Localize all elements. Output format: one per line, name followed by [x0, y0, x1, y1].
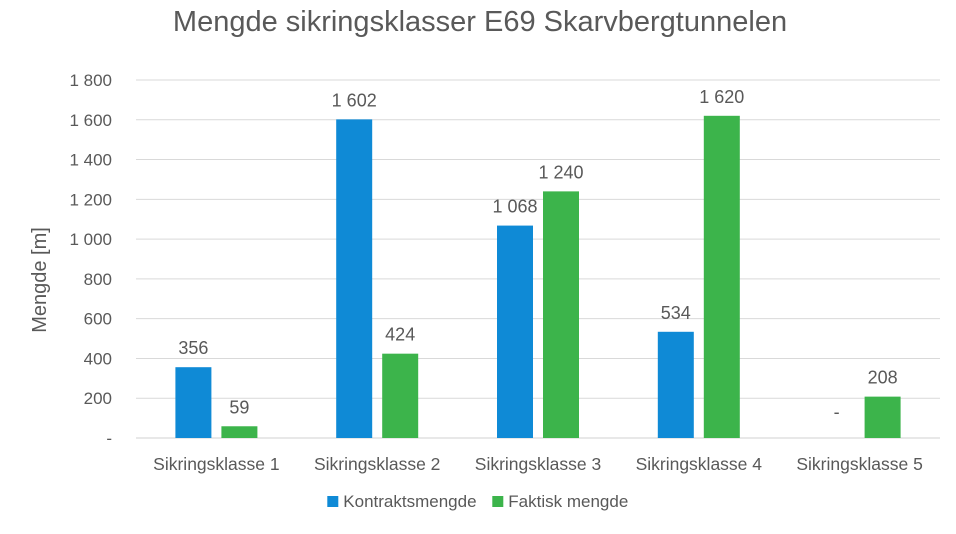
legend-label: Faktisk mengde — [508, 492, 628, 511]
bar-faktisk-mengde — [543, 191, 579, 438]
y-tick-label: 600 — [84, 310, 112, 329]
legend-swatch — [492, 496, 504, 507]
x-tick-label: Sikringsklasse 3 — [475, 454, 601, 474]
data-label: 1 602 — [332, 90, 377, 110]
data-label: 1 068 — [492, 197, 537, 217]
bars — [175, 115, 901, 439]
data-label: - — [834, 402, 840, 422]
y-tick-label: - — [106, 429, 112, 448]
data-label: 1 620 — [699, 87, 744, 107]
data-label: 1 240 — [538, 162, 583, 182]
y-tick-label: 200 — [84, 389, 112, 408]
data-label: 424 — [385, 325, 415, 345]
data-label: 59 — [229, 397, 249, 417]
data-label: 534 — [661, 303, 691, 323]
y-tick-label: 1 400 — [69, 151, 112, 170]
x-tick-label: Sikringsklasse 4 — [636, 454, 763, 474]
x-axis-ticks: Sikringsklasse 1 Sikringsklasse 2 Sikrings… — [153, 454, 923, 474]
data-label: 208 — [868, 368, 898, 388]
legend-swatch — [327, 496, 339, 507]
bar-faktisk-mengde — [864, 396, 901, 438]
y-tick-label: 1 800 — [69, 71, 112, 90]
gridlines — [136, 79, 940, 439]
bar-kontraktsmengde — [657, 331, 694, 438]
bar-faktisk-mengde — [221, 426, 258, 438]
y-tick-label: 400 — [84, 349, 112, 368]
legend-label: Kontraktsmengde — [343, 492, 476, 511]
y-tick-label: 1 200 — [69, 190, 112, 209]
y-tick-label: 1 600 — [69, 111, 112, 130]
bar-faktisk-mengde — [382, 353, 419, 438]
x-tick-label: Sikringsklasse 5 — [796, 454, 922, 474]
chart-title: Mengde sikringsklasser E69 Skarvbergtunn… — [173, 6, 787, 38]
y-tick-label: 800 — [84, 270, 112, 289]
y-tick-label: 1 000 — [69, 230, 112, 249]
x-tick-label: Sikringsklasse 2 — [314, 454, 440, 474]
x-tick-label: Sikringsklasse 1 — [153, 454, 279, 474]
bar-kontraktsmengde — [175, 367, 212, 438]
data-label: 356 — [178, 338, 208, 358]
bar-kontraktsmengde — [497, 225, 533, 438]
bar-kontraktsmengde — [336, 119, 373, 438]
y-axis-label: Mengde [m] — [29, 227, 51, 333]
y-axis-ticks: - 200 400 600 800 1 000 1 200 1 400 1 600 1 800 — [69, 71, 112, 448]
bar-faktisk-mengde — [703, 115, 740, 439]
legend: Kontraktsmengde Faktisk mengde — [327, 492, 628, 511]
